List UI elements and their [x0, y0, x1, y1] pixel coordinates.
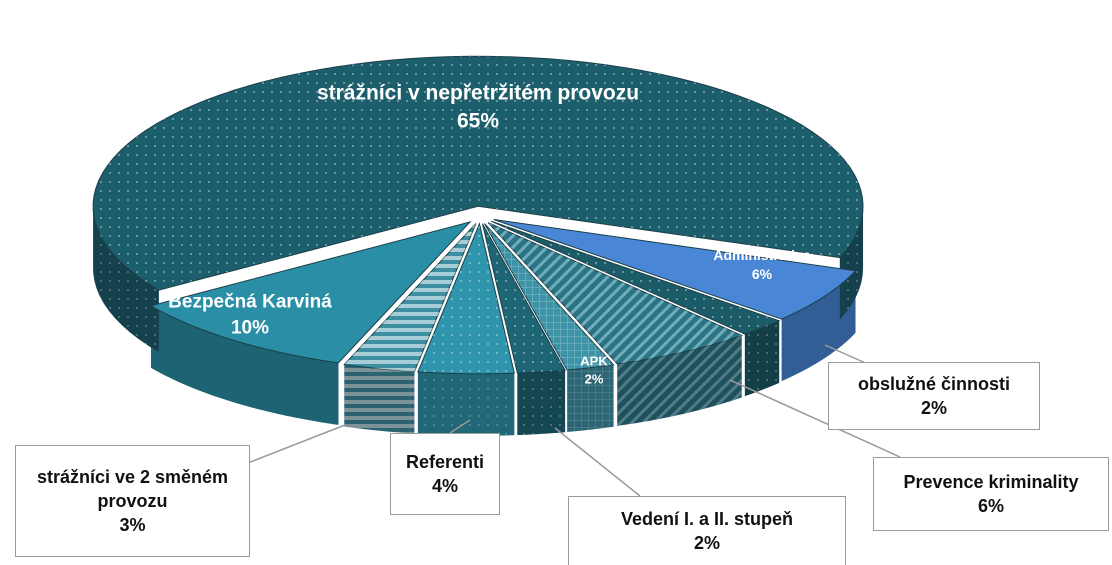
slice-label: APK 2% — [580, 352, 607, 387]
leader-line — [554, 427, 641, 497]
slice-pattern — [484, 223, 614, 370]
label-name: Bezpečná Karviná — [168, 291, 332, 313]
slice-label: Bezpečná Karviná 10% — [168, 289, 332, 340]
label-name: Vedení I. a II. stupeň — [620, 508, 794, 529]
label-name: strážníci ve 2 směném provozu — [36, 466, 229, 511]
slice-side — [150, 305, 339, 425]
slice-side-pattern — [617, 335, 742, 426]
slice-label: Administrativa 6% — [713, 246, 810, 284]
slice-side-shade — [781, 270, 856, 382]
slice-side-shade — [517, 370, 566, 436]
slice-pattern — [491, 221, 780, 335]
slice-side-pattern — [344, 364, 415, 434]
slice-side-pattern — [839, 205, 864, 320]
leader-line — [449, 419, 471, 434]
slice-side-pattern — [744, 320, 780, 397]
label-value: 10% — [230, 317, 270, 338]
label-name: obslužné činnosti — [857, 373, 1010, 394]
slice-pattern — [488, 222, 742, 364]
slice-side-pattern — [417, 371, 515, 436]
slice-pattern — [482, 223, 566, 374]
slice-side-shade — [744, 320, 780, 397]
label-name: Referenti — [405, 451, 485, 472]
leader-line — [729, 379, 901, 458]
slice-side-shade — [839, 205, 864, 320]
slice-side — [781, 270, 856, 382]
slice-side-pattern — [93, 203, 159, 353]
slice-side-shade — [617, 335, 742, 426]
slice-pattern — [93, 56, 864, 291]
slice-label: obslužné činnosti 2% — [828, 362, 1040, 430]
slice-side-shade — [344, 364, 415, 434]
slice-side-shade — [417, 371, 515, 436]
slice — [149, 221, 472, 364]
label-value: 2% — [584, 371, 604, 386]
leader-line — [824, 344, 871, 366]
slice-label: strážníci v nepřetržitém provozu 65% — [317, 80, 639, 137]
slice-pattern — [417, 223, 515, 374]
label-name: strážníci v nepřetržitém provozu — [316, 81, 640, 105]
label-name: Prevence kriminality — [903, 471, 1079, 492]
slice-label: Vedení I. a II. stupeň 2% — [568, 496, 846, 565]
label-value: 6% — [977, 496, 1004, 516]
label-name: Administrativa — [713, 247, 811, 264]
label-value: 3% — [119, 515, 146, 536]
label-value: 4% — [431, 476, 458, 496]
slice-side-pattern — [517, 370, 566, 436]
label-value: 2% — [920, 398, 947, 418]
slice-side-shade — [150, 305, 339, 425]
slice-label: Prevence kriminality 6% — [873, 457, 1109, 531]
slice-side-shade — [93, 203, 159, 353]
label-value: 2% — [693, 533, 720, 553]
label-value: 6% — [751, 266, 773, 282]
slice-label: Referenti 4% — [390, 433, 500, 515]
slice-side-pattern — [567, 364, 614, 432]
label-name: APK — [580, 353, 608, 369]
slice-pattern — [344, 223, 476, 372]
slice — [493, 219, 857, 320]
slice-side-shade — [567, 364, 614, 432]
slice-label: strážníci ve 2 směném provozu 3% — [15, 445, 250, 557]
label-value: 65% — [456, 110, 500, 133]
